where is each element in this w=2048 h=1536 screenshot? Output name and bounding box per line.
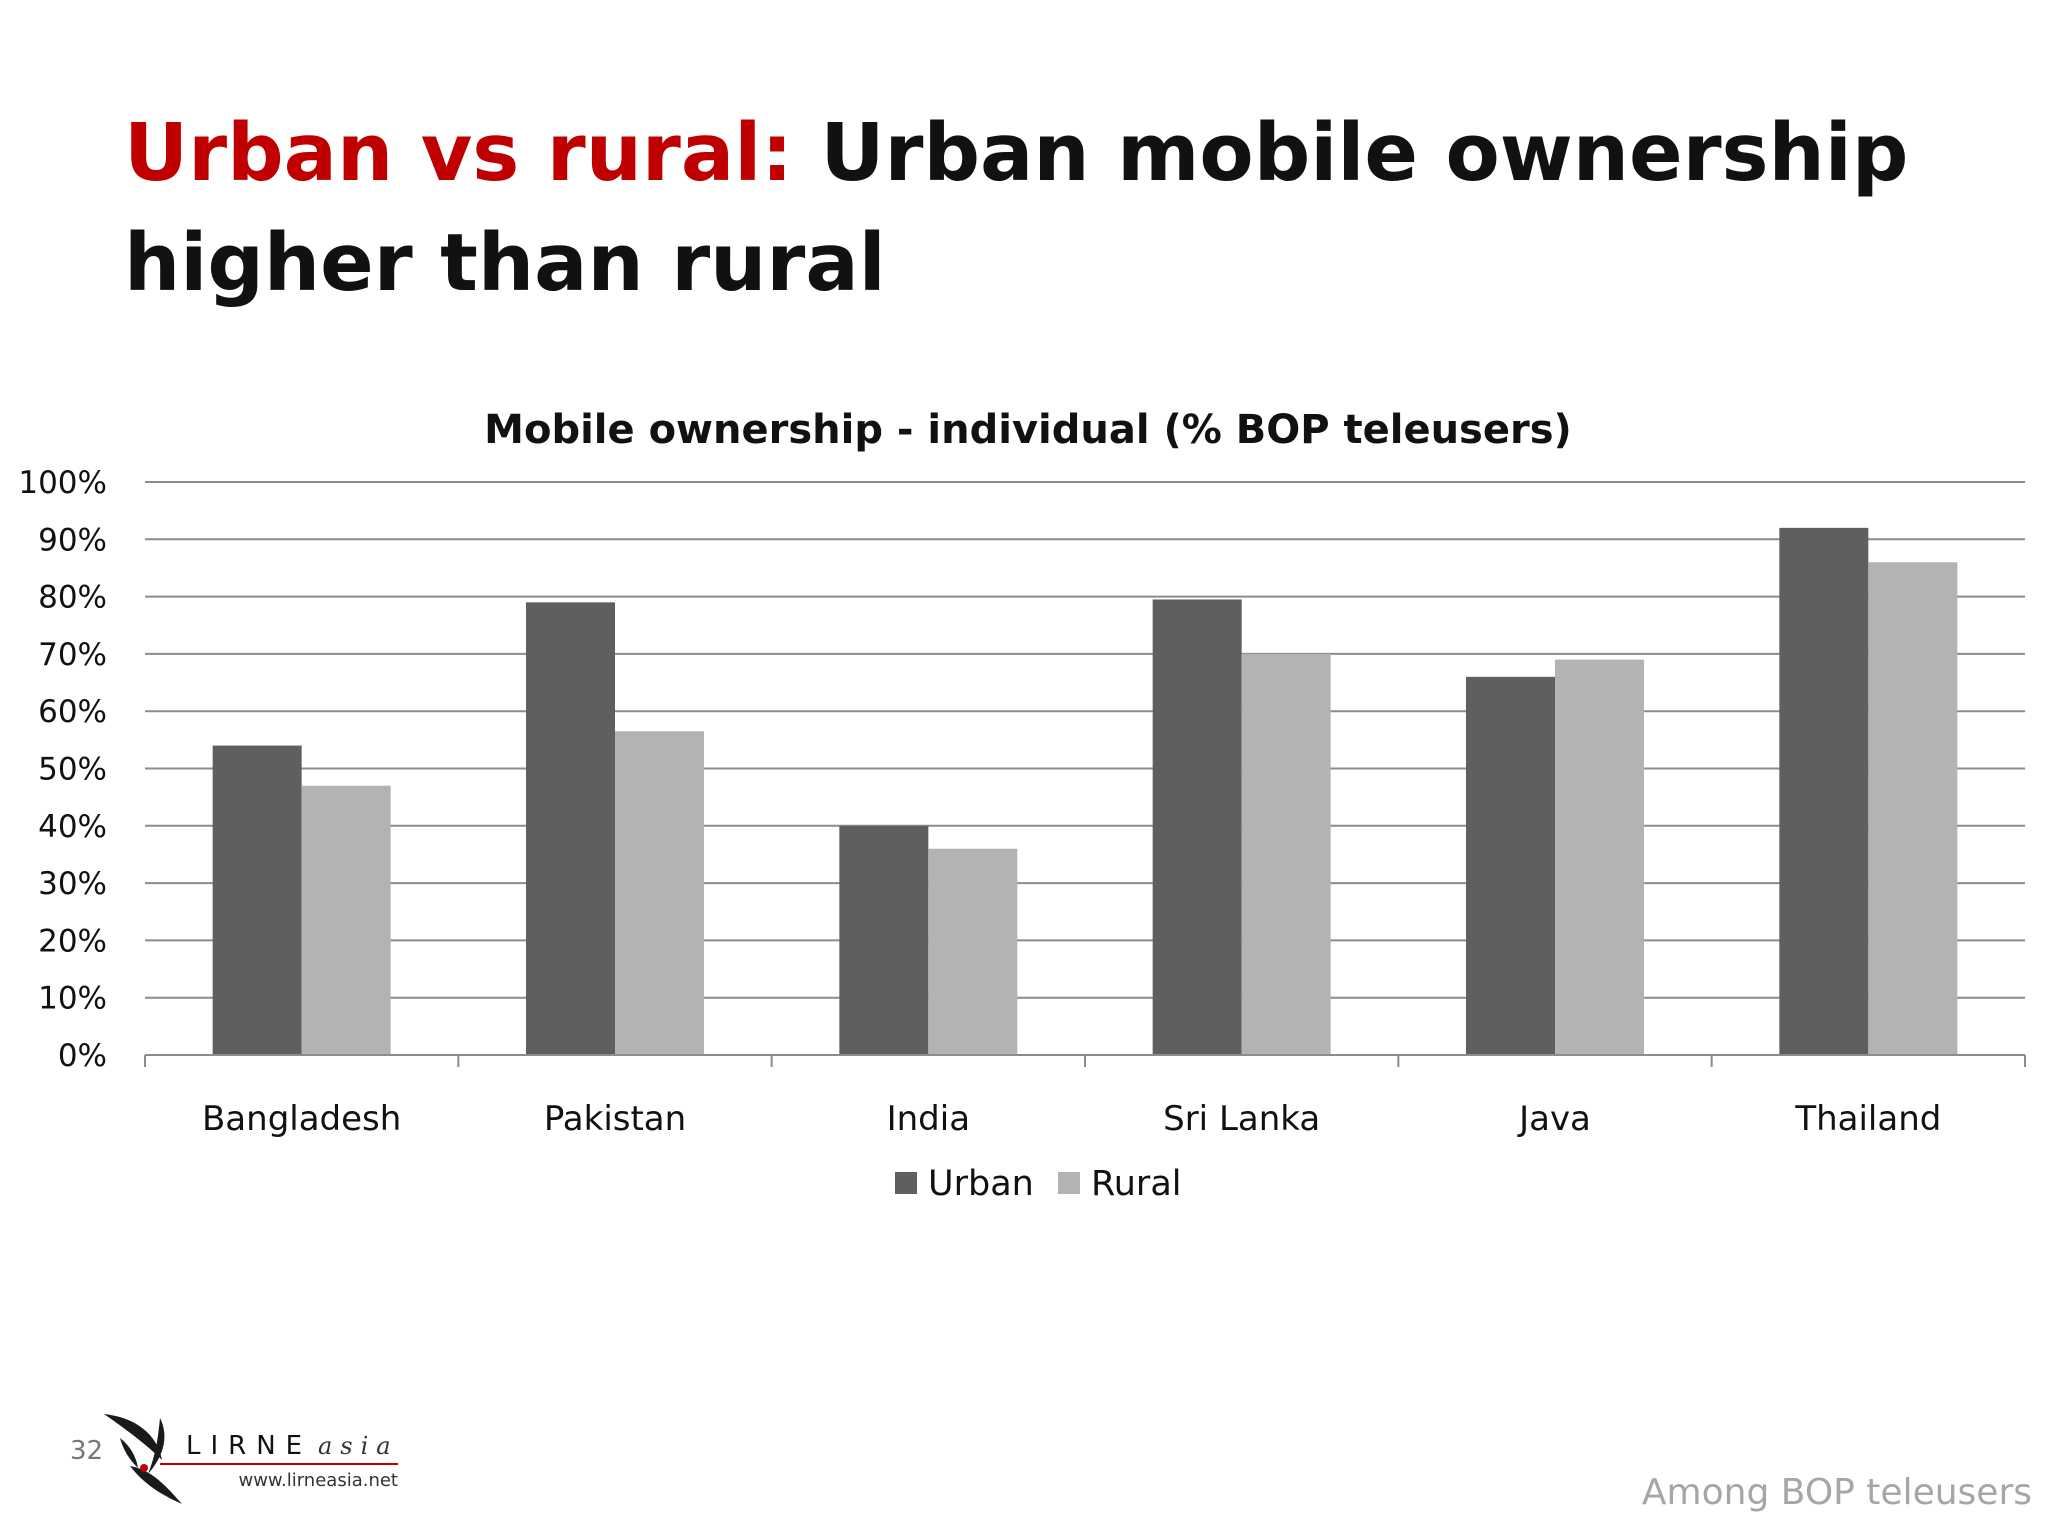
svg-text:LIRNE: LIRNE [186, 1431, 312, 1461]
y-tick-label: 0% [58, 1038, 107, 1074]
bar-rural-sri-lanka [1241, 653, 1331, 1055]
lirneasia-logo: LIRNE asia www.lirneasia.net [104, 1414, 399, 1504]
page-number: 32 [70, 1436, 104, 1466]
bar-urban-bangladesh [212, 745, 302, 1055]
slide-title-rest: Urban mobile ownership higher than rural [124, 107, 1909, 309]
bar-rural-thailand [1868, 562, 1958, 1055]
y-tick-label: 40% [38, 809, 107, 845]
bar-urban-india [839, 825, 929, 1055]
bar-rural-pakistan [615, 731, 704, 1055]
x-category-label: Pakistan [544, 1099, 686, 1139]
slide-title-accent: Urban vs rural: [124, 107, 793, 199]
y-tick-label: 80% [38, 580, 107, 616]
chart-gridlines [145, 481, 2025, 999]
y-axis-ticks: 0% 10% 20% 30% 40% 50% 60% 70% 80% 90% 100% [18, 465, 107, 1074]
y-tick-label: 30% [38, 866, 107, 902]
x-category-label: Bangladesh [202, 1099, 401, 1139]
x-category-label: Thailand [1794, 1099, 1941, 1139]
bar-rural-bangladesh [301, 785, 391, 1055]
y-tick-label: 20% [38, 923, 107, 959]
legend-label-rural: Rural [1091, 1164, 1182, 1204]
x-category-label: Java [1517, 1099, 1591, 1139]
svg-text:www.lirneasia.net: www.lirneasia.net [238, 1470, 398, 1491]
chart-legend: Urban Rural [895, 1164, 1182, 1204]
x-category-label: India [887, 1099, 970, 1139]
bar-urban-pakistan [526, 602, 615, 1055]
bar-urban-java [1466, 676, 1555, 1055]
bar-rural-india [928, 848, 1018, 1055]
bar-chart: Mobile ownership - individual (% BOP tel… [18, 407, 2026, 1204]
y-tick-label: 10% [38, 981, 107, 1017]
slide-title: Urban vs rural: Urban mobile ownership h… [124, 98, 1984, 318]
bar-urban-thailand [1779, 527, 1869, 1055]
y-tick-label: 90% [38, 522, 107, 558]
footer-note: Among BOP teleusers [1641, 1472, 2032, 1513]
chart-bars [212, 527, 1958, 1055]
x-axis: Bangladesh Pakistan India Sri Lanka Java Thai… [144, 1054, 2026, 1139]
bar-rural-java [1555, 659, 1644, 1055]
legend-label-urban: Urban [928, 1164, 1034, 1204]
y-tick-label: 100% [18, 465, 107, 501]
y-tick-label: 70% [38, 637, 107, 673]
legend-swatch-urban [895, 1172, 917, 1194]
svg-text:asia: asia [318, 1432, 399, 1460]
legend-swatch-rural [1058, 1172, 1080, 1194]
y-tick-label: 50% [38, 752, 107, 788]
bar-urban-sri-lanka [1152, 599, 1242, 1055]
y-tick-label: 60% [38, 694, 107, 730]
chart-title: Mobile ownership - individual (% BOP tel… [484, 407, 1572, 453]
x-category-label: Sri Lanka [1163, 1099, 1320, 1139]
